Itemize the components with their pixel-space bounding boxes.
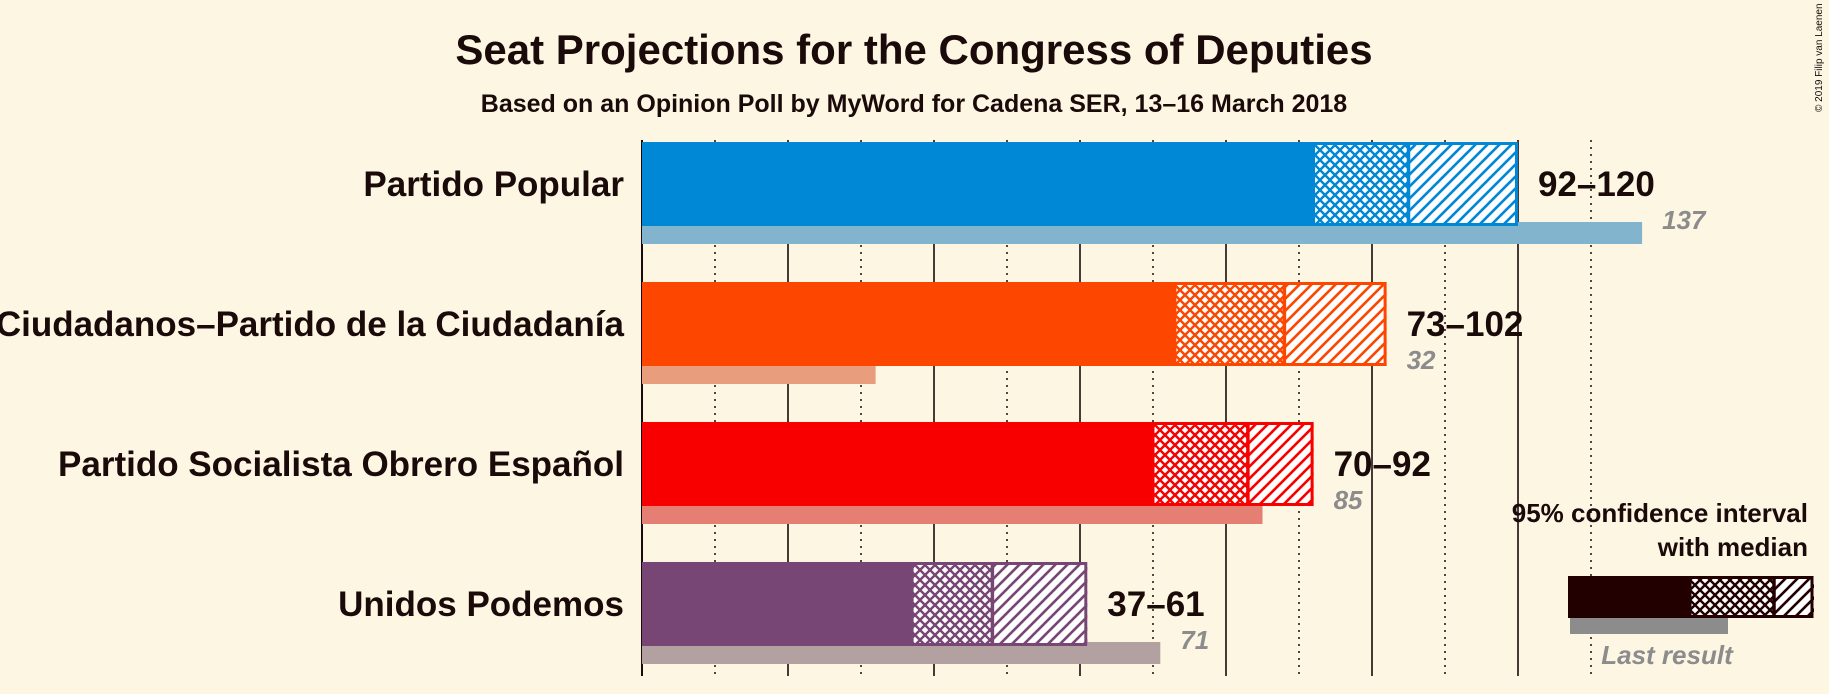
last-result-label: 85 bbox=[1334, 485, 1363, 515]
solid-bar bbox=[642, 142, 1314, 226]
copyright-notice: © 2019 Filip van Laenen bbox=[1814, 3, 1825, 112]
range-label: 37–61 bbox=[1107, 585, 1204, 624]
party-name-label: Partido Socialista Obrero Español bbox=[58, 445, 624, 484]
range-label: 92–120 bbox=[1538, 165, 1655, 204]
ci-lower-hatch bbox=[1153, 422, 1248, 506]
ci-lower-hatch bbox=[1174, 282, 1285, 366]
ci-upper-hatch bbox=[1284, 282, 1387, 366]
last-result-label: 137 bbox=[1662, 205, 1707, 235]
last-result-bar bbox=[642, 502, 1263, 524]
ci-lower-hatch bbox=[912, 562, 993, 646]
range-label: 73–102 bbox=[1407, 305, 1524, 344]
legend-ci-outline bbox=[1688, 576, 1814, 618]
legend-diag-swatch bbox=[1774, 576, 1814, 618]
ci-outline bbox=[910, 562, 1088, 646]
party-name-label: Ciudadanos–Partido de la Ciudadanía bbox=[0, 305, 625, 344]
last-result-label: 71 bbox=[1180, 625, 1209, 655]
ci-upper-hatch bbox=[1408, 142, 1518, 226]
ci-outline bbox=[1151, 422, 1314, 506]
legend-cross-swatch bbox=[1690, 576, 1774, 618]
solid-bar bbox=[642, 282, 1175, 366]
last-result-label: 32 bbox=[1407, 345, 1436, 375]
chart-subtitle: Based on an Opinion Poll by MyWord for C… bbox=[481, 90, 1348, 118]
ci-lower-hatch bbox=[1313, 142, 1409, 226]
party-name-label: Partido Popular bbox=[363, 165, 624, 204]
legend-ci-line2: with median bbox=[1657, 532, 1808, 562]
legend-solid-swatch bbox=[1568, 576, 1690, 618]
ci-upper-hatch bbox=[992, 562, 1088, 646]
legend-ci-line1: 95% confidence interval bbox=[1512, 498, 1808, 528]
party-row: Ciudadanos–Partido de la Ciudadanía 73–10… bbox=[0, 282, 1523, 384]
ci-upper-hatch bbox=[1247, 422, 1314, 506]
last-result-bar bbox=[642, 362, 876, 384]
legend-last-result-label: Last result bbox=[1601, 640, 1734, 670]
range-label: 70–92 bbox=[1334, 445, 1431, 484]
solid-bar bbox=[642, 422, 1153, 506]
solid-bar bbox=[642, 562, 913, 646]
legend-last-swatch bbox=[1570, 616, 1728, 634]
last-result-bar bbox=[642, 642, 1161, 664]
last-result-bar bbox=[642, 222, 1643, 244]
legend: 95% confidence interval with median Last… bbox=[1512, 498, 1814, 670]
ci-outline bbox=[1173, 282, 1387, 366]
ci-outline bbox=[1312, 142, 1518, 226]
party-name-label: Unidos Podemos bbox=[338, 585, 624, 624]
chart-title: Seat Projections for the Congress of Dep… bbox=[455, 26, 1372, 73]
